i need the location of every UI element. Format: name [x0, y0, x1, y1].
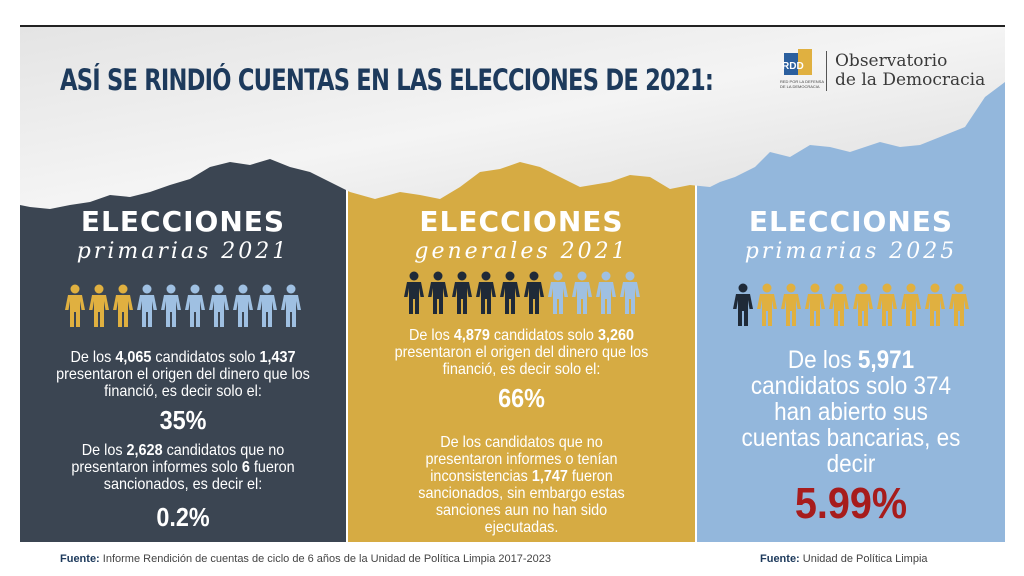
- person-icon: [113, 284, 133, 327]
- stat-text-1: De los 5,971 candidatos solo 374 han abi…: [741, 346, 961, 478]
- person-icon: [757, 283, 777, 326]
- stat-percent-1: 66%: [498, 383, 545, 413]
- person-icon: [949, 283, 969, 326]
- person-icon: [805, 283, 825, 326]
- person-icon: [475, 271, 496, 314]
- person-icon: [161, 284, 181, 327]
- stat-text-1: De los 4,879 candidatos solo 3,260 prese…: [394, 327, 649, 378]
- column-subheading: primarias 2021: [76, 239, 290, 264]
- person-icon: [571, 271, 592, 314]
- stat-percent-2: 0.2%: [156, 502, 210, 532]
- person-icon: [427, 271, 448, 314]
- person-icon: [547, 271, 568, 314]
- person-icon: [925, 283, 945, 326]
- logo-divider: [826, 51, 827, 91]
- people-icons: [20, 284, 346, 328]
- footer-source-2: Fuente: Unidad de Política Limpia: [760, 553, 928, 565]
- stat-text-1: De los 4,065 candidatos solo 1,437 prese…: [56, 349, 310, 400]
- person-icon: [853, 283, 873, 326]
- column-heading: ELECCIONES: [419, 205, 624, 238]
- rdd-logo: RDD RED POR LA DEFENSA DE LA DEMOCRACIA: [780, 49, 824, 93]
- page-title: ASÍ SE RINDIÓ CUENTAS EN LAS ELECCIONES …: [60, 63, 714, 97]
- people-icons: [348, 271, 695, 315]
- torn-paper-banner: [20, 27, 1005, 209]
- column-heading: ELECCIONES: [80, 205, 286, 238]
- footer-source-1: Fuente: Informe Rendición de cuentas de …: [60, 553, 552, 565]
- stat-text-2: De los 2,628 candidatos que no presentar…: [71, 442, 295, 493]
- person-icon: [595, 271, 616, 314]
- person-icon: [499, 271, 520, 314]
- people-icons: [697, 283, 1005, 327]
- person-icon: [733, 283, 753, 326]
- person-icon: [901, 283, 921, 326]
- person-icon: [403, 271, 424, 314]
- person-icon: [233, 284, 253, 327]
- person-icon: [65, 284, 85, 327]
- person-icon: [523, 271, 544, 314]
- person-icon: [185, 284, 205, 327]
- person-icon: [281, 284, 301, 327]
- person-icon: [829, 283, 849, 326]
- person-icon: [619, 271, 640, 314]
- column-subheading: generales 2021: [414, 239, 629, 264]
- person-icon: [451, 271, 472, 314]
- logo: RDD RED POR LA DEFENSA DE LA DEMOCRACIA …: [780, 49, 985, 93]
- person-icon: [89, 284, 109, 327]
- column-subheading: primarias 2025: [744, 239, 958, 264]
- person-icon: [781, 283, 801, 326]
- stat-percent-1: 35%: [159, 405, 207, 435]
- person-icon: [137, 284, 157, 327]
- column-heading: ELECCIONES: [748, 205, 954, 238]
- stat-text-2: De los candidatos que no presentaron inf…: [418, 434, 625, 536]
- infographic: ELECCIONES primarias 2021 De los 4,065 c…: [20, 25, 1005, 542]
- stat-percent-1: 5.99%: [794, 479, 908, 528]
- person-icon: [257, 284, 277, 327]
- person-icon: [877, 283, 897, 326]
- observatorio-logo-text: Observatorio de la Democracia: [835, 51, 986, 90]
- person-icon: [209, 284, 229, 327]
